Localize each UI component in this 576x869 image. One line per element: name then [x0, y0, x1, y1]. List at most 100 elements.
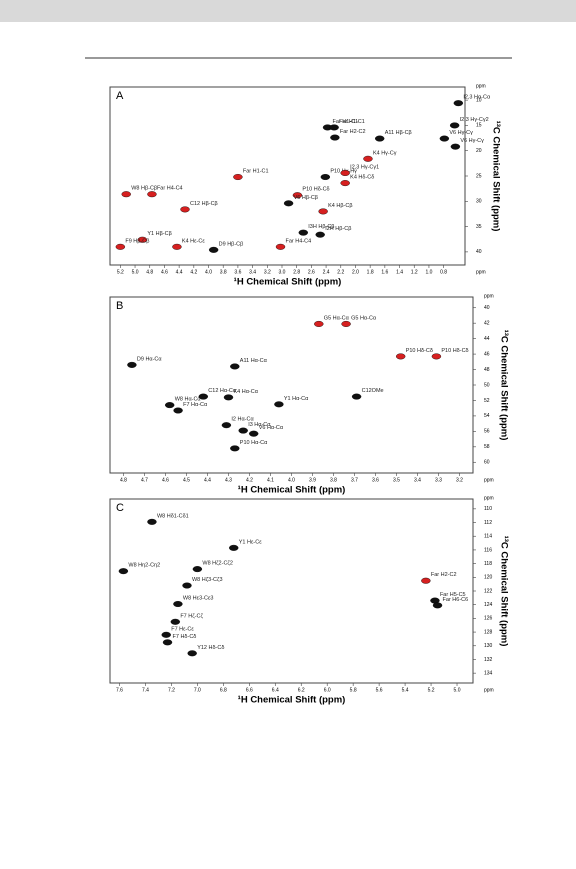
peak-label: Y12 Hδ-Cδ — [197, 645, 224, 651]
peak-label: K4 Hδ-Cδ — [350, 175, 374, 181]
y-tick-label: 60 — [484, 460, 490, 466]
y-tick-label: 42 — [484, 321, 490, 327]
panel-letter: A — [116, 90, 124, 102]
x-tick-label: 4.5 — [183, 477, 190, 483]
y-tick-label: 46 — [484, 351, 490, 357]
peak-label: Far H5-C5 — [440, 592, 466, 598]
x-unit: ppm — [484, 687, 494, 693]
y-tick-label: 30 — [476, 199, 482, 205]
peak — [453, 100, 464, 107]
x-tick-label: 3.8 — [220, 269, 227, 275]
peak-label: F7 Hα-Cα — [183, 402, 208, 408]
peak-label: Far H4-C4 — [157, 186, 183, 192]
peak-label: F9 Hβ-Cβ — [125, 238, 149, 244]
x-tick-label: 5.4 — [402, 687, 409, 693]
spectrum-panel: C 7.6 7.4 7.2 7.0 6.8 6.6 6.4 6.2 6.0 5.8 5.6 5.4 5.2… — [109, 495, 509, 706]
peak-label: I3H Hβ-Cβ — [308, 224, 334, 230]
y-tick-label: 126 — [484, 616, 493, 622]
peak — [450, 143, 461, 150]
peak-label: F7 Hζ-Cζ — [180, 613, 203, 619]
peak-label: Far H2-C2 — [431, 572, 457, 578]
x-tick-label: 6.8 — [220, 687, 227, 693]
peak — [230, 363, 240, 370]
x-axis-label: ¹H Chemical Shift (ppm) — [238, 695, 346, 706]
peak — [147, 191, 157, 198]
x-tick-label: 3.4 — [249, 269, 256, 275]
peak — [341, 320, 351, 327]
y-unit-top: ppm — [484, 293, 494, 299]
panel-frame — [109, 296, 474, 474]
peak-label: V6 Hγ-Cγ — [449, 130, 473, 136]
peak-label: W8 Hζ3-Cζ3 — [192, 577, 223, 583]
x-tick-label: 0.8 — [440, 269, 447, 275]
peak — [275, 243, 286, 250]
x-tick-label: 5.0 — [132, 269, 139, 275]
x-tick-label: 3.4 — [414, 477, 421, 483]
y-tick-label: 15 — [476, 123, 482, 129]
peak-label: F7 Hδ-Cδ — [173, 634, 197, 640]
peak-label: K4 Hγ-Cγ — [373, 150, 397, 156]
y-tick-label: 120 — [484, 575, 493, 581]
peak-label: W8 Hε3-Cε3 — [183, 595, 214, 601]
peak — [431, 353, 442, 360]
peak — [396, 353, 406, 360]
y-tick-label: 134 — [484, 670, 493, 676]
x-unit: ppm — [484, 477, 494, 483]
peak-label: I3 Hα-Cα — [248, 422, 271, 428]
x-tick-label: 3.9 — [309, 477, 316, 483]
x-tick-label: 1.4 — [396, 269, 403, 275]
peak — [449, 122, 460, 129]
peak — [127, 361, 137, 368]
peak-label: K4 Hβ-Cβ — [328, 203, 352, 209]
y-axis-label: ¹³C Chemical Shift (ppm) — [498, 536, 509, 647]
peak-label: W8 Hζ2-Cζ2 — [202, 561, 233, 567]
peak-label: V6 Hβ-Cβ — [294, 195, 318, 201]
y-tick-label: 56 — [484, 429, 490, 435]
peak — [208, 246, 219, 253]
peak — [248, 430, 259, 437]
x-tick-label: 3.0 — [279, 269, 286, 275]
peak — [115, 243, 126, 250]
peak — [121, 191, 131, 198]
peak-label: Far H6-C6 — [443, 597, 469, 603]
peak-label: D9 Hα-Cα — [137, 356, 163, 362]
peak — [137, 236, 148, 243]
x-tick-label: 5.2 — [117, 269, 124, 275]
x-axis-label: ¹H Chemical Shift (ppm) — [238, 485, 346, 496]
x-tick-label: 2.4 — [323, 269, 330, 275]
peak-label: I2,3 Hα-Cα — [463, 95, 491, 101]
peak-label: D9 Hβ-Cβ — [219, 241, 244, 247]
peak-label: V6 Hγ-Cγ — [460, 138, 484, 144]
peak-label: F7 Hε-Cε — [171, 626, 194, 632]
peak — [182, 582, 192, 589]
y-tick-label: 40 — [476, 249, 482, 255]
peak — [170, 618, 181, 625]
y-tick-label: 118 — [484, 561, 492, 567]
x-tick-label: 1.2 — [411, 269, 418, 275]
peak — [161, 631, 171, 638]
y-tick-label: 44 — [484, 336, 490, 342]
x-tick-label: 3.5 — [393, 477, 400, 483]
x-tick-label: 4.8 — [120, 477, 127, 483]
peak-label: W8 Hη2-Cη2 — [128, 563, 160, 569]
peak — [340, 169, 350, 176]
peak-label: G5 Hα-Cα — [351, 315, 377, 321]
x-tick-label: 4.3 — [225, 477, 232, 483]
peak — [192, 566, 203, 573]
x-tick-label: 4.7 — [141, 477, 148, 483]
x-tick-label: 4.2 — [246, 477, 253, 483]
header-bar — [0, 0, 576, 22]
x-tick-label: 3.6 — [372, 477, 379, 483]
x-tick-label: 7.0 — [194, 687, 201, 693]
peak — [238, 427, 248, 434]
peak — [351, 393, 362, 400]
x-tick-label: 4.8 — [146, 269, 153, 275]
peak — [172, 243, 182, 250]
panel-letter: C — [116, 502, 124, 514]
y-tick-label: 128 — [484, 629, 493, 635]
peak — [432, 602, 443, 609]
y-tick-label: 10 — [476, 97, 482, 103]
y-tick-label: 110 — [484, 506, 492, 512]
peak — [329, 124, 339, 131]
peak — [233, 174, 243, 181]
